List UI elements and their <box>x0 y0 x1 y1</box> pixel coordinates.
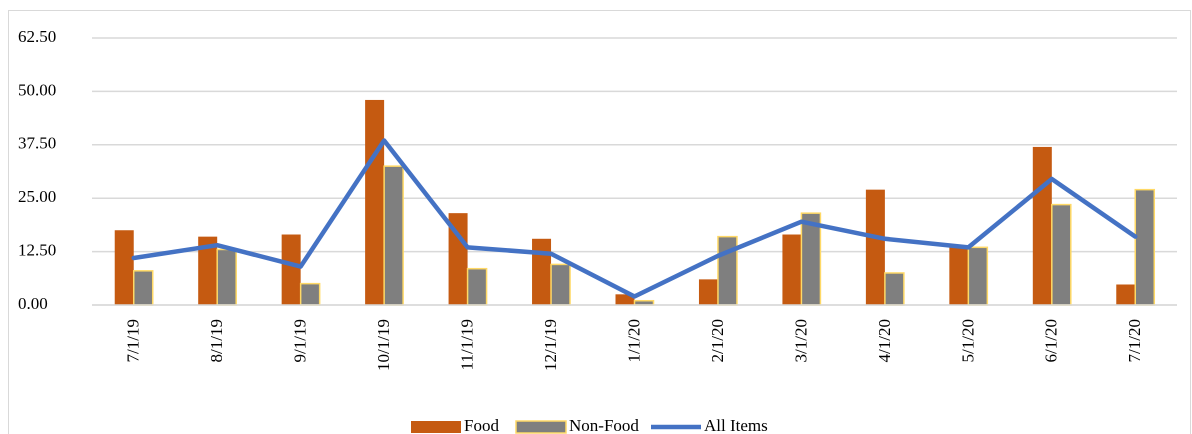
x-tick-label: 5/1/20 <box>958 319 977 362</box>
x-tick-label: 11/1/19 <box>457 319 476 370</box>
bar <box>383 165 404 306</box>
bar <box>1051 203 1072 306</box>
bar <box>299 282 321 306</box>
legend-swatch <box>515 420 567 434</box>
legend-swatch <box>411 421 461 433</box>
x-tick-label: 12/1/19 <box>541 319 560 371</box>
x-tick-label: 8/1/19 <box>207 319 226 362</box>
bar <box>698 279 718 305</box>
bar <box>967 246 989 306</box>
bar <box>1134 188 1156 306</box>
x-tick-label: 3/1/20 <box>791 319 810 362</box>
x-tick-label: 7/1/19 <box>124 319 143 362</box>
y-tick-label: 12.50 <box>18 241 56 260</box>
bar <box>466 267 488 306</box>
bar <box>532 238 552 305</box>
x-tick-label: 4/1/20 <box>875 319 894 362</box>
bar <box>1032 146 1052 305</box>
bar <box>782 234 802 305</box>
y-tick-label: 37.50 <box>18 134 56 153</box>
bar <box>216 248 237 306</box>
bar <box>550 263 571 306</box>
bar <box>949 245 969 305</box>
bar <box>198 236 218 305</box>
x-tick-label: 7/1/20 <box>1125 319 1144 362</box>
y-tick-label: 50.00 <box>18 80 56 99</box>
y-tick-label: 62.50 <box>18 27 56 46</box>
x-tick-label: 1/1/20 <box>624 319 643 362</box>
bar <box>281 234 301 305</box>
chart-frame <box>8 10 1191 434</box>
bar <box>884 272 905 306</box>
x-tick-label: 9/1/19 <box>291 319 310 362</box>
y-tick-label: 25.00 <box>18 187 56 206</box>
x-tick-label: 10/1/19 <box>374 319 393 371</box>
legend-label: All Items <box>704 416 768 434</box>
bar <box>448 213 468 305</box>
bar <box>365 99 385 305</box>
line <box>131 138 1138 299</box>
bar <box>132 270 154 306</box>
bar <box>865 189 885 305</box>
bar <box>615 294 635 305</box>
bar <box>114 230 134 305</box>
legend-label: Non-Food <box>569 416 639 434</box>
legend-label: Food <box>464 416 499 434</box>
x-tick-label: 6/1/20 <box>1042 319 1061 362</box>
x-tick-label: 2/1/20 <box>708 319 727 362</box>
y-tick-label: 0.00 <box>18 294 48 313</box>
bar <box>1116 284 1136 305</box>
